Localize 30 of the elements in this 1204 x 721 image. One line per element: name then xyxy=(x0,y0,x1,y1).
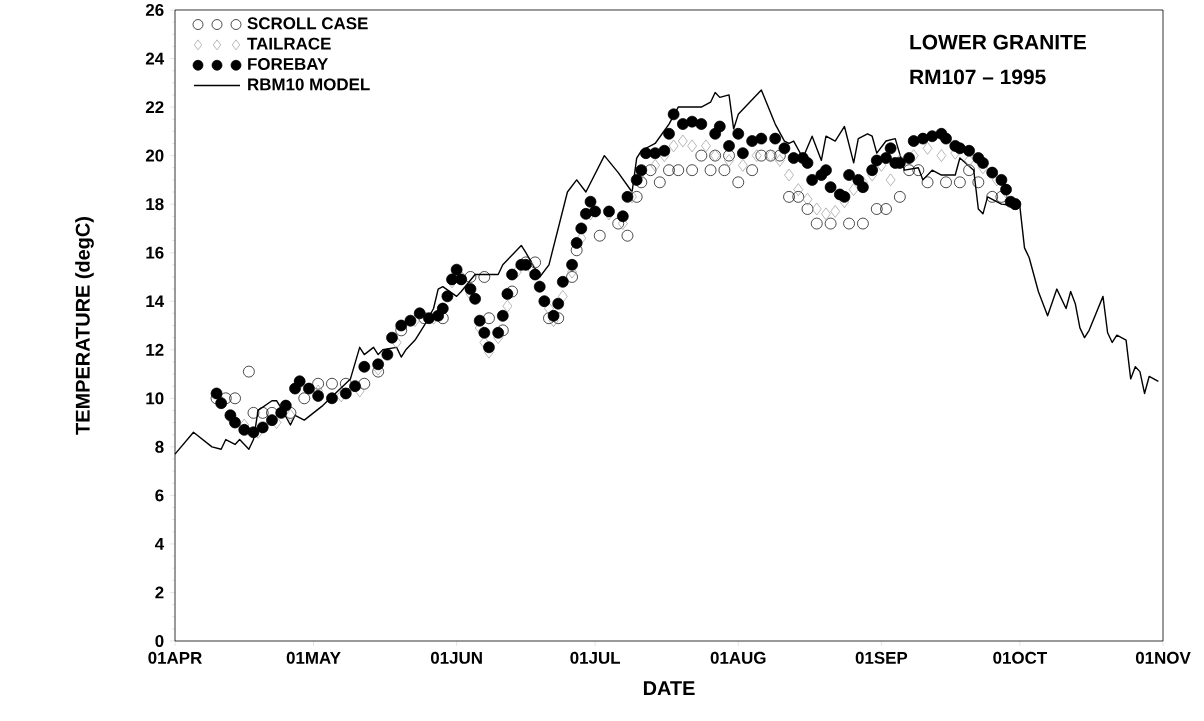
x-tick-label: 01AUG xyxy=(710,651,766,664)
y-tick-label: 12 xyxy=(146,343,164,356)
y-tick-label: 0 xyxy=(155,635,164,647)
y-tick-label: 6 xyxy=(155,489,164,502)
x-tick-label: 01MAY xyxy=(286,651,341,664)
text: LOWER GRANITE xyxy=(910,34,1087,50)
x-tick-label: 01SEP xyxy=(855,651,908,664)
y-tick-label: 10 xyxy=(146,392,164,405)
x-tick-label: 01JUN xyxy=(430,651,482,664)
y-tick-label: 2 xyxy=(155,586,164,599)
y-tick-label: 8 xyxy=(155,440,164,453)
y-tick-label: 26 xyxy=(145,3,164,16)
y-tick-label: 24 xyxy=(145,52,165,65)
y-tick-label: 18 xyxy=(146,198,164,211)
legend-label: FOREBAY xyxy=(248,58,328,71)
y-axis-title: TEMPERATURE (degC) xyxy=(75,217,94,435)
legend-label: RBM10 MODEL xyxy=(248,78,370,91)
y-tick-label: 14 xyxy=(146,295,165,308)
y-tick-label: 4 xyxy=(154,538,165,550)
y-tick-label: 20 xyxy=(145,149,164,162)
x-axis-title: DATE xyxy=(643,681,695,696)
text: RM107 – 1995 xyxy=(910,69,1046,85)
x-tick-label: 01APR xyxy=(148,651,202,664)
y-tick-label: 22 xyxy=(145,101,164,113)
legend-label: TAILRACE xyxy=(247,37,331,50)
x-tick-label: 01OCT xyxy=(993,651,1047,664)
legend-label: SCROLL CASE xyxy=(247,17,368,30)
x-tick-label: 01JUL xyxy=(570,651,621,664)
x-tick-label: 01NOV xyxy=(1135,651,1191,664)
y-tick-label: 16 xyxy=(146,246,164,259)
